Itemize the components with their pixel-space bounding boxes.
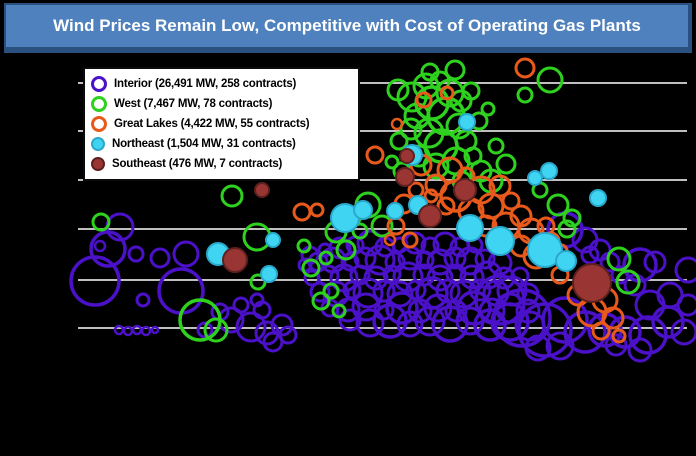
legend-item-west: West (7,467 MW, 78 contracts) xyxy=(91,94,354,114)
legend-label-great-lakes: Great Lakes (4,422 MW, 55 contracts) xyxy=(114,118,310,130)
southeast-marker-icon xyxy=(91,157,105,171)
west-marker-icon xyxy=(91,96,107,112)
legend-label-interior: Interior (26,491 MW, 258 contracts) xyxy=(114,78,297,90)
great-lakes-marker-icon xyxy=(91,116,107,132)
chart-legend: Interior (26,491 MW, 258 contracts) West… xyxy=(83,67,360,181)
interior-marker-icon xyxy=(91,76,107,92)
legend-item-interior: Interior (26,491 MW, 258 contracts) xyxy=(91,74,354,94)
legend-item-southeast: Southeast (476 MW, 7 contracts) xyxy=(91,154,354,174)
legend-item-northeast: Northeast (1,504 MW, 31 contracts) xyxy=(91,134,354,154)
legend-label-west: West (7,467 MW, 78 contracts) xyxy=(114,98,273,110)
legend-label-southeast: Southeast (476 MW, 7 contracts) xyxy=(112,158,283,170)
legend-label-northeast: Northeast (1,504 MW, 31 contracts) xyxy=(112,138,296,150)
page-title: Wind Prices Remain Low, Competitive with… xyxy=(53,16,641,35)
northeast-marker-icon xyxy=(91,137,105,151)
legend-item-great-lakes: Great Lakes (4,422 MW, 55 contracts) xyxy=(91,114,354,134)
title-bar: Wind Prices Remain Low, Competitive with… xyxy=(4,3,692,53)
